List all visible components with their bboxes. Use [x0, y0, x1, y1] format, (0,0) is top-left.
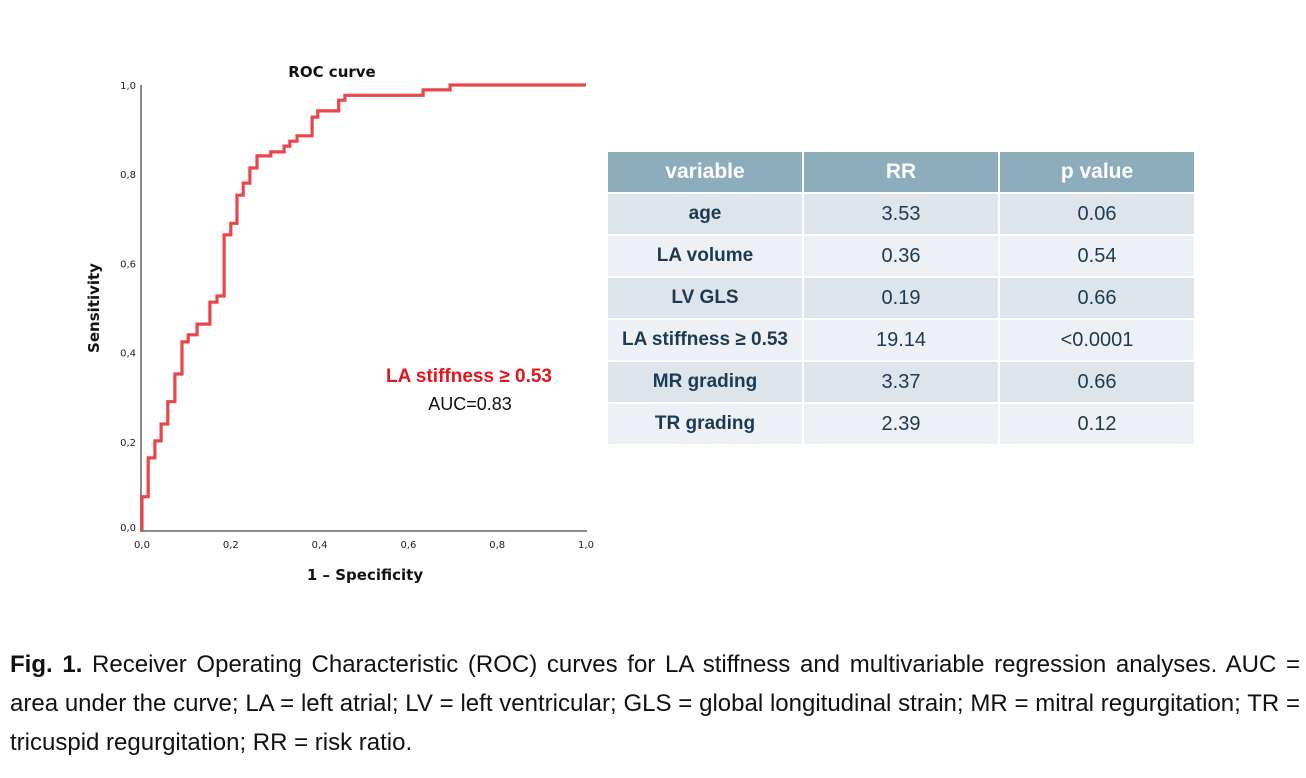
x-tick-label: 0,6 [400, 540, 416, 551]
caption-text: Receiver Operating Characteristic (ROC) … [10, 651, 1300, 756]
x-axis-title: 1 – Specificity [307, 566, 423, 584]
cell-rr: 3.37 [804, 362, 998, 402]
cell-variable: LV GLS [608, 278, 802, 318]
table-header-row: variable RR p value [608, 152, 1194, 192]
y-tick-labels: 0,0 0,2 0,4 0,6 0,8 1,0 [120, 81, 136, 534]
header-rr: RR [804, 152, 998, 192]
table-row: LA volume 0.36 0.54 [608, 236, 1194, 276]
cell-rr: 19.14 [804, 320, 998, 360]
table-row: LA stiffness ≥ 0.53 19.14 <0.0001 [608, 320, 1194, 360]
roc-curve-line [140, 83, 586, 531]
y-tick-label: 1,0 [120, 81, 136, 92]
cell-variable: age [608, 194, 802, 234]
table-row: TR grading 2.39 0.12 [608, 404, 1194, 444]
figure-label: Fig. 1. [10, 651, 83, 678]
cell-variable: MR grading [608, 362, 802, 402]
header-p-value: p value [1000, 152, 1194, 192]
x-tick-label: 0,0 [134, 540, 150, 551]
cell-rr: 3.53 [804, 194, 998, 234]
y-tick-label: 0,2 [120, 438, 136, 449]
cell-p-value: 0.66 [1000, 362, 1194, 402]
chart-title: ROC curve [288, 63, 375, 81]
cell-p-value: 0.54 [1000, 236, 1194, 276]
table-row: age 3.53 0.06 [608, 194, 1194, 234]
cell-rr: 0.36 [804, 236, 998, 276]
roc-chart: ROC curve 0,0 0,2 0,4 0,6 0,8 1,0 0,00,20,40,… [85, 63, 594, 584]
header-variable: variable [608, 152, 802, 192]
series-layer [140, 83, 586, 531]
cell-p-value: 0.66 [1000, 278, 1194, 318]
cell-p-value: 0.12 [1000, 404, 1194, 444]
x-tick-label: 0,2 [223, 540, 239, 551]
y-tick-label: 0,8 [120, 170, 136, 181]
x-tick-label: 0,4 [312, 540, 328, 551]
table-row: LV GLS 0.19 0.66 [608, 278, 1194, 318]
regression-table: variable RR p value age 3.53 0.06 LA vol… [606, 150, 1196, 446]
cell-p-value: 0.06 [1000, 194, 1194, 234]
annotation-series-label: LA stiffness ≥ 0.53 [386, 366, 552, 387]
x-tick-label: 1,0 [578, 540, 594, 551]
x-tick-labels: 0,0 0,2 0,4 0,6 0,8 1,0 [134, 540, 594, 551]
cell-rr: 0.19 [804, 278, 998, 318]
y-tick-label: 0,4 [120, 349, 136, 360]
annotation-auc: AUC=0.83 [428, 394, 512, 414]
cell-variable: TR grading [608, 404, 802, 444]
y-tick-label: 0,0 [120, 523, 136, 534]
y-tick-label: 0,6 [120, 259, 136, 270]
cell-variable: LA volume [608, 236, 802, 276]
cell-variable: LA stiffness ≥ 0.53 [608, 320, 802, 360]
figure-caption: Fig. 1. Receiver Operating Characteristi… [10, 645, 1300, 762]
cell-rr: 2.39 [804, 404, 998, 444]
cell-p-value: <0.0001 [1000, 320, 1194, 360]
table-row: MR grading 3.37 0.66 [608, 362, 1194, 402]
x-tick-label: 0,8 [489, 540, 505, 551]
y-axis-title: Sensitivity [85, 263, 103, 353]
